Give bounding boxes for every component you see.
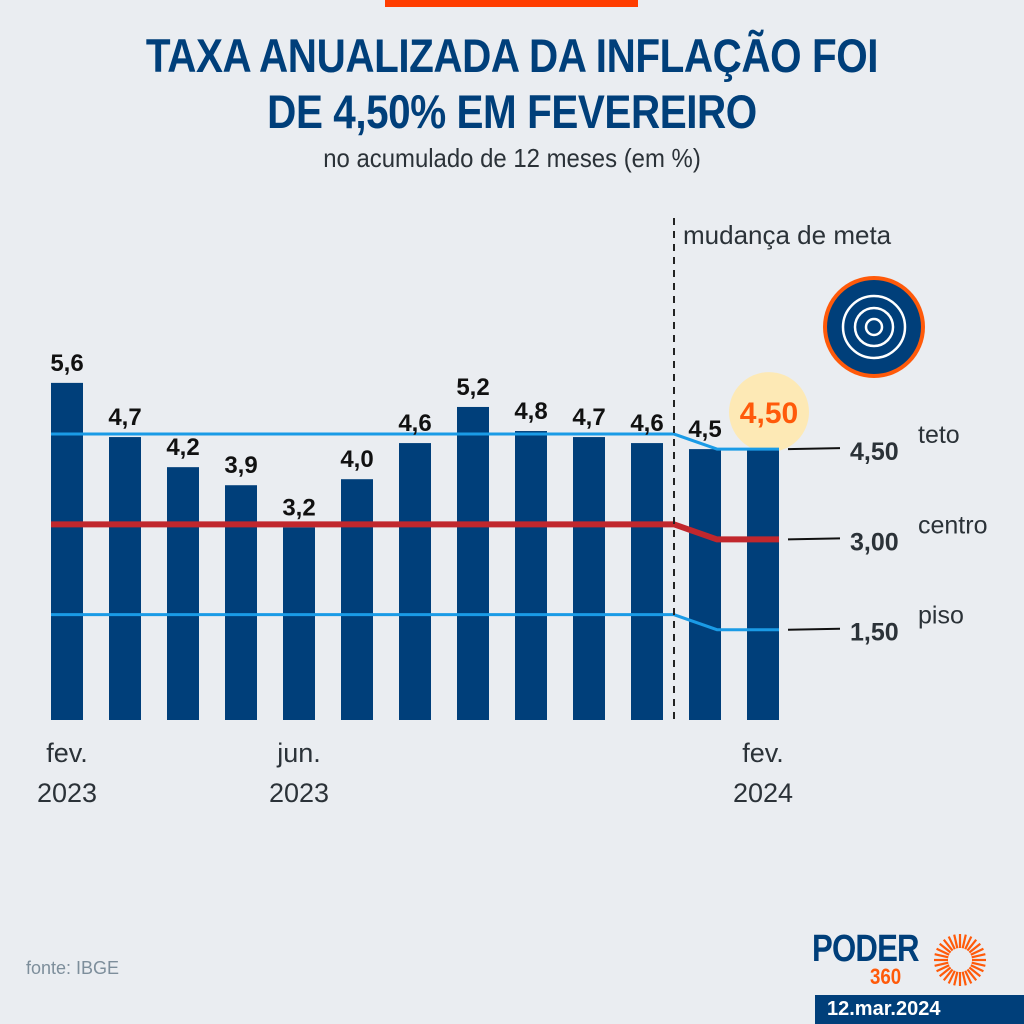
bar-value-label: 3,9: [224, 452, 257, 479]
x-tick-label-year: 2023: [269, 778, 329, 808]
bar: [167, 467, 199, 720]
target-icon: [823, 276, 925, 378]
x-axis-labels-group: fev. 2023 jun. 2023 fev. 2024: [37, 738, 793, 808]
subtitle: no acumulado de 12 meses (em %): [323, 143, 701, 173]
target-change-annotation: mudança de meta: [683, 220, 892, 250]
reference-value-teto: 4,50: [850, 438, 899, 466]
bar-value-label: 4,6: [630, 410, 663, 437]
sun-ray: [968, 942, 982, 954]
highlight-circle: [729, 372, 809, 453]
bar: [341, 479, 373, 720]
bar: [399, 443, 431, 720]
sun-ray: [971, 961, 986, 967]
sun-ray: [964, 970, 973, 984]
top-accent-bar: [385, 0, 638, 7]
sun-ray: [938, 966, 952, 978]
sun-ray: [964, 936, 973, 950]
bar-value-label: 4,7: [108, 404, 141, 431]
bar: [631, 443, 663, 720]
x-tick-label-year: 2023: [37, 778, 97, 808]
reference-line-teto: [51, 432, 779, 451]
bar-value-label: 4,2: [166, 434, 199, 461]
bar: [689, 449, 721, 720]
sun-ray: [953, 971, 959, 986]
reference-lines-group: [51, 432, 779, 632]
sun-ray: [934, 953, 949, 959]
bar-value-label: 3,2: [282, 494, 315, 521]
bar: [51, 382, 83, 720]
highlight-value-label: 4,50: [740, 397, 798, 430]
bar-value-label: 5,2: [456, 374, 489, 401]
date-badge: 12.mar.2024: [815, 995, 1024, 1024]
reference-name-piso: piso: [918, 602, 964, 630]
reference-leader-centro: [787, 537, 841, 541]
bar: [747, 449, 779, 720]
sun-ray: [966, 938, 978, 952]
title-line-2: DE 4,50% EM FEVEREIRO: [267, 85, 757, 138]
x-tick-label-month: jun.: [276, 738, 321, 768]
value-labels-group: 5,6 4,7 4,2 3,9 3,2 4,0 4,6 5,2 4,8 4,7 4,6 4,5 4,50: [50, 350, 798, 521]
sun-ray: [947, 936, 956, 950]
bar: [225, 485, 257, 720]
reference-leader-teto: [787, 447, 841, 451]
sun-ray: [938, 942, 952, 954]
source-note: fonte: IBGE: [26, 958, 120, 978]
sun-ray: [942, 938, 954, 952]
sun-ray: [936, 947, 950, 956]
sun-ray: [934, 961, 949, 967]
bars-group: [51, 372, 809, 720]
sun-rays-icon: [934, 934, 986, 986]
logo-number: 360: [870, 964, 902, 989]
reference-value-piso: 1,50: [850, 619, 899, 647]
reference-markers-group: 4,50 teto 3,00 centro 1,50 piso: [787, 421, 987, 647]
sun-ray: [936, 964, 950, 973]
x-tick-label-month: fev.: [742, 738, 784, 768]
reference-leader-piso: [787, 627, 841, 631]
bar-value-label: 4,6: [398, 410, 431, 437]
x-tick-label-year: 2024: [733, 778, 793, 808]
bar-value-label: 5,6: [50, 350, 83, 377]
reference-line-piso: [51, 613, 779, 632]
sun-ray: [961, 934, 967, 949]
title-line-1: TAXA ANUALIZADA DA INFLAÇÃO FOI: [145, 29, 879, 82]
sun-ray: [953, 934, 959, 949]
sun-ray: [971, 953, 986, 959]
bar: [109, 437, 141, 720]
reference-line-centro: [51, 521, 779, 543]
bar: [573, 437, 605, 720]
sun-ray: [947, 970, 956, 984]
bar: [515, 431, 547, 720]
bar-value-label: 4,8: [514, 398, 547, 425]
sun-ray: [961, 971, 967, 986]
x-tick-label-month: fev.: [46, 738, 88, 768]
sun-ray: [942, 968, 954, 982]
sun-ray: [970, 964, 984, 973]
bar-value-label: 4,5: [688, 416, 721, 443]
reference-value-centro: 3,00: [850, 528, 899, 556]
bar: [283, 527, 315, 720]
bar-value-label: 4,7: [572, 404, 605, 431]
page-title: TAXA ANUALIZADA DA INFLAÇÃO FOI DE 4,50%…: [72, 28, 953, 140]
logo-word: PODER: [812, 928, 920, 970]
reference-name-centro: centro: [918, 511, 987, 539]
bar-value-label: 4,0: [340, 446, 373, 473]
reference-name-teto: teto: [918, 421, 960, 449]
poder360-logo: PODER 360: [812, 928, 992, 989]
sun-ray: [968, 966, 982, 978]
sun-ray: [966, 968, 978, 982]
sun-ray: [970, 947, 984, 956]
bar: [457, 406, 489, 720]
